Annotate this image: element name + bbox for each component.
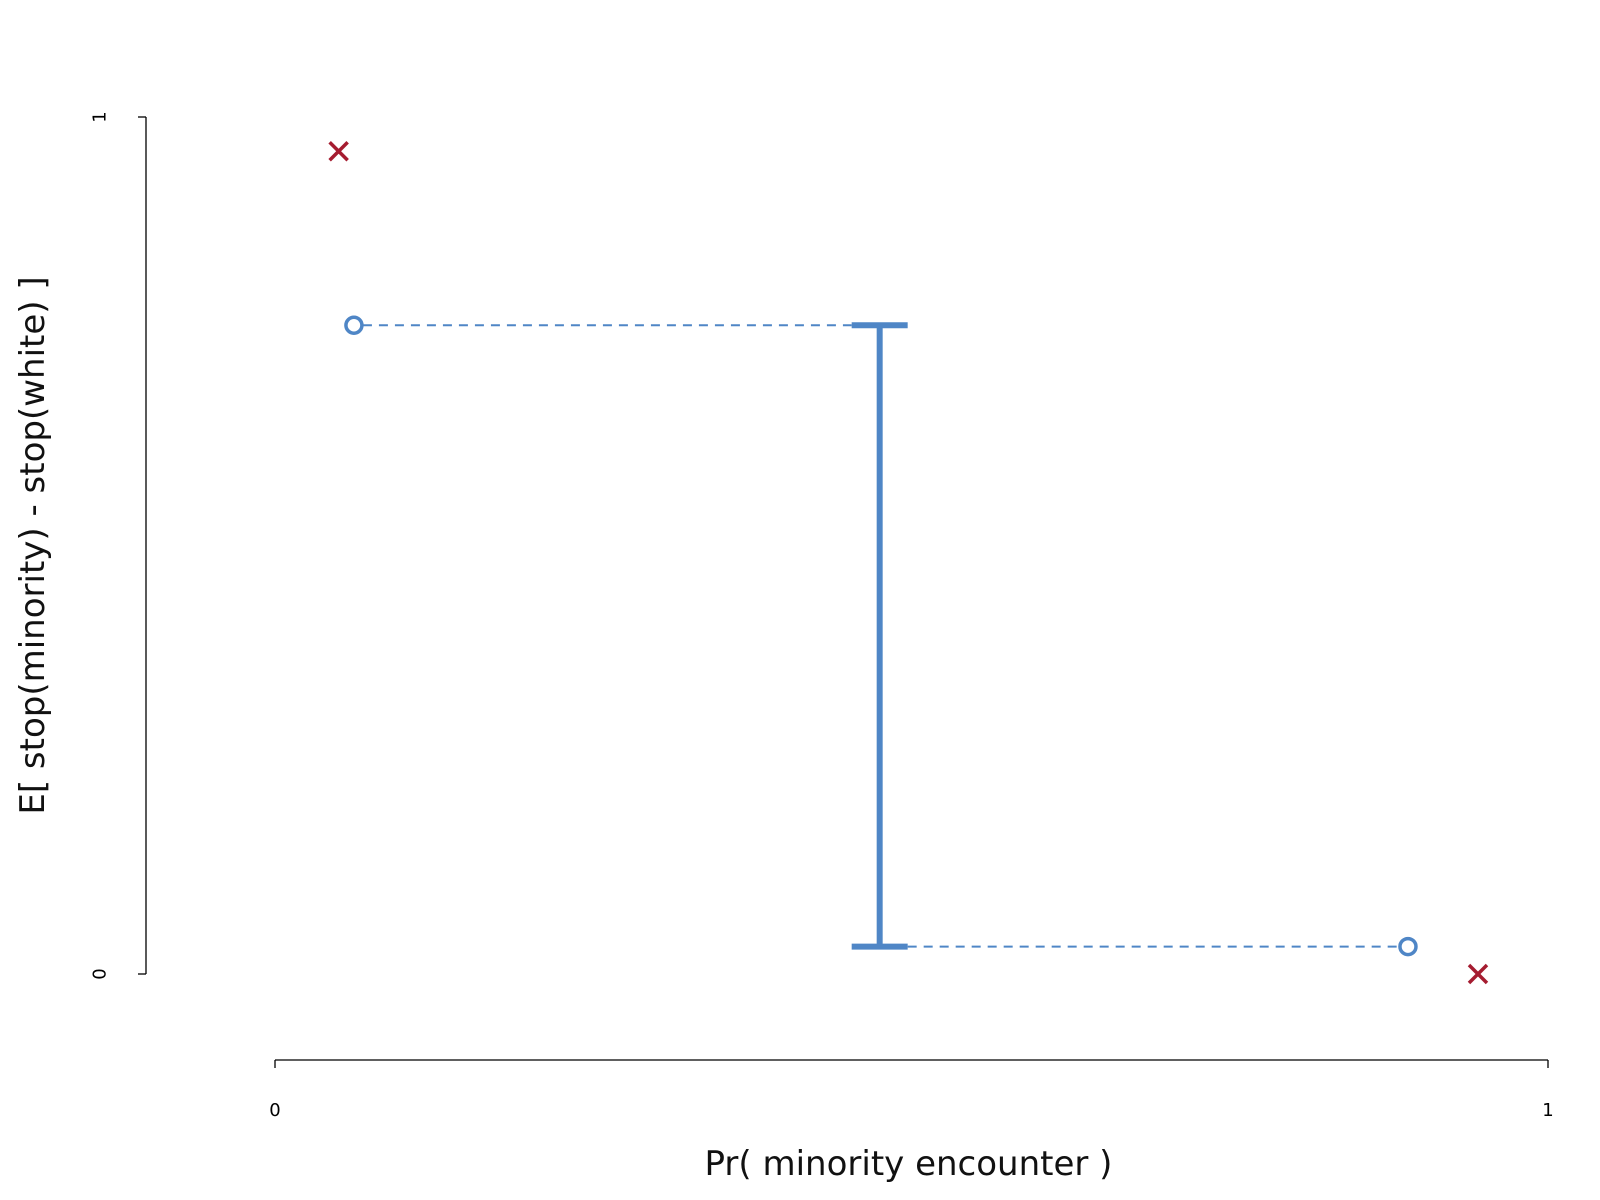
x-axis-title: Pr( minority encounter ) [705,1144,1113,1184]
x-tick-right-label: 1 [1542,1100,1553,1121]
cross-stroke [328,141,349,162]
x-tick-left-label: 0 [269,1100,280,1121]
circle-point-2 [1398,936,1418,957]
cross-point-1 [328,141,349,162]
circle-point-1 [344,315,364,336]
y-axis-title: E[ stop(minority) - stop(white) ] [13,276,53,814]
cross-stroke [1467,963,1489,985]
axes: 1 0 0 1 [89,111,1553,1121]
y-tick-top-label: 1 [89,111,110,122]
chart-marks [328,141,1489,985]
cross-point-2 [1467,963,1489,985]
y-tick-bottom-label: 0 [89,968,110,979]
